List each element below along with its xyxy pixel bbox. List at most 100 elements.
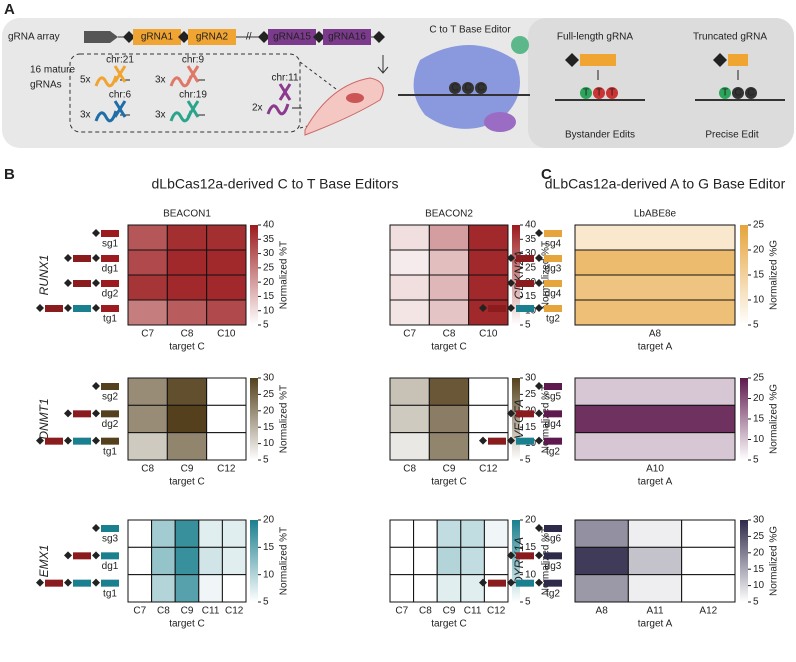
grna-glyph bbox=[101, 383, 119, 390]
colorbar-tick-label: 15 bbox=[263, 422, 275, 433]
base bbox=[719, 87, 731, 99]
heatmap-cell bbox=[574, 224, 736, 251]
heatmap-cell bbox=[460, 546, 485, 576]
colorbar-label: Normalized %G bbox=[769, 384, 780, 454]
grna-box bbox=[268, 29, 316, 45]
pam bbox=[36, 304, 44, 312]
nucleus bbox=[346, 93, 364, 103]
x-tick-label: C9 bbox=[181, 464, 194, 475]
colorbar bbox=[512, 225, 520, 325]
mature-label: 16 mature bbox=[30, 65, 75, 76]
heatmap-cell bbox=[389, 377, 430, 406]
grna-glyph bbox=[544, 437, 562, 445]
full-grna bbox=[580, 54, 616, 66]
heatmap-cell bbox=[468, 274, 509, 301]
pam bbox=[535, 254, 543, 262]
truncated-grna bbox=[728, 54, 748, 66]
grna-icon bbox=[94, 75, 118, 88]
colorbar-tick-label: 40 bbox=[263, 220, 275, 231]
panel-title: dLbCas12a-derived C to T Base Editors bbox=[152, 176, 399, 192]
grna-glyph bbox=[45, 437, 63, 445]
colorbar-tick-label: 15 bbox=[753, 564, 765, 575]
full-caption: Bystander Edits bbox=[565, 130, 635, 141]
heatmap-cell bbox=[468, 404, 509, 434]
colorbar-tick-label: 30 bbox=[525, 248, 537, 259]
pam bbox=[64, 279, 72, 287]
heatmap-cell bbox=[389, 249, 430, 276]
x-tick-label: C8 bbox=[157, 606, 170, 617]
pam bbox=[479, 304, 487, 312]
colorbar-tick-label: 5 bbox=[525, 455, 531, 466]
grna-glyph bbox=[101, 280, 119, 287]
colorbar-tick-label: 20 bbox=[525, 515, 537, 526]
gene-name: EMX1 bbox=[37, 545, 51, 578]
colorbar-tick-label: 20 bbox=[263, 277, 275, 288]
grna-glyph bbox=[544, 230, 562, 237]
heatmap-cell bbox=[574, 274, 736, 301]
panel-letter: A bbox=[4, 1, 15, 18]
full-title: Full-length gRNA bbox=[557, 32, 633, 43]
editor-label: BEACON1 bbox=[163, 209, 211, 220]
heatmap-cell bbox=[127, 432, 168, 461]
grna-glyph bbox=[544, 255, 562, 262]
grna-glyph bbox=[101, 552, 119, 560]
colorbar-tick-label: 5 bbox=[753, 320, 759, 331]
colorbar-label: Normalized %T bbox=[541, 527, 552, 595]
colorbar-tick-label: 20 bbox=[753, 547, 765, 558]
heatmap-cell bbox=[151, 546, 176, 576]
heatmap-cell bbox=[127, 299, 168, 326]
colorbar-label: Normalized %T bbox=[279, 385, 290, 453]
row-label: sg6 bbox=[545, 534, 562, 545]
pam bbox=[507, 409, 515, 418]
repeat bbox=[258, 31, 270, 43]
row-label: dg2 bbox=[102, 419, 119, 430]
grna-icon bbox=[94, 110, 118, 123]
base-letter: C bbox=[734, 88, 741, 99]
heatmap-cell bbox=[460, 574, 485, 603]
colorbar bbox=[250, 520, 258, 602]
x-tick-label: A8 bbox=[596, 606, 609, 617]
repeat bbox=[123, 31, 135, 43]
heatmap-cell bbox=[428, 249, 470, 276]
grna-glyph bbox=[516, 305, 534, 312]
colorbar-tick-label: 15 bbox=[753, 270, 765, 281]
colorbar-tick-label: 10 bbox=[263, 569, 275, 580]
row-label: tg2 bbox=[546, 446, 560, 457]
heatmap-cell bbox=[483, 574, 509, 603]
heatmap-cell bbox=[127, 249, 168, 276]
x-axis-label: target A bbox=[638, 619, 673, 630]
x-tick-label: C8 bbox=[181, 329, 194, 340]
x-tick-label: C7 bbox=[141, 329, 154, 340]
colorbar-tick-label: 20 bbox=[263, 515, 275, 526]
group-count: 3x bbox=[155, 110, 166, 121]
grna-glyph bbox=[73, 255, 91, 262]
grna-glyph bbox=[73, 437, 91, 445]
heatmap-cell bbox=[627, 574, 683, 603]
chromosome bbox=[186, 100, 200, 118]
pam bbox=[535, 436, 543, 445]
heatmap-cell bbox=[428, 404, 470, 434]
heatmap-cell bbox=[574, 574, 629, 603]
base-letter: T bbox=[596, 88, 602, 99]
heatmap-cell bbox=[389, 274, 430, 301]
pam bbox=[92, 279, 100, 287]
pam bbox=[64, 436, 72, 445]
heatmap-cell bbox=[428, 377, 470, 406]
grna-box bbox=[323, 29, 371, 45]
row-label: sg2 bbox=[102, 392, 119, 403]
colorbar-tick-label: 10 bbox=[525, 569, 537, 580]
heatmap-cell bbox=[166, 224, 208, 251]
heatmap-cell bbox=[413, 546, 438, 576]
array-label: gRNA array bbox=[8, 32, 60, 43]
base bbox=[580, 87, 592, 99]
repeat bbox=[178, 31, 190, 43]
colorbar-tick-label: 20 bbox=[263, 405, 275, 416]
colorbar-tick-label: 5 bbox=[753, 597, 759, 608]
x-tick-label: C8 bbox=[403, 464, 416, 475]
grna-glyph bbox=[544, 410, 562, 418]
chromosome bbox=[278, 83, 292, 101]
x-axis-label: target A bbox=[638, 477, 673, 488]
pam bbox=[535, 524, 543, 532]
colorbar-tick-label: 25 bbox=[753, 373, 765, 384]
heatmap-cell bbox=[151, 574, 176, 603]
